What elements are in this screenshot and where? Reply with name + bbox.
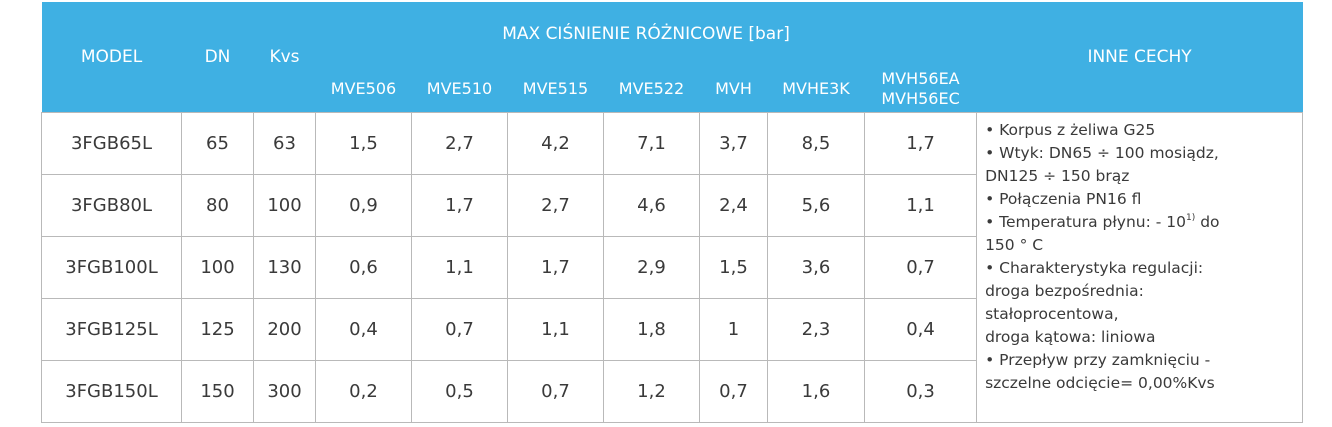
feature-plug: • Wtyk: DN65 ÷ 100 mosiądz, (985, 144, 1219, 162)
feature-connections: • Połączenia PN16 fl (985, 190, 1142, 208)
pressure-cell: 4,6 (603, 174, 700, 237)
pressure-cell: 1,7 (507, 236, 604, 299)
model-header: MODEL (41, 2, 182, 113)
header-row: MODEL DN Kvs MAX CIŚNIENIE RÓŻNICOWE [ba… (41, 2, 1303, 113)
actuator-header-mve510: MVE510 (411, 65, 508, 113)
feature-leakage-cont: szczelne odcięcie= 0,00%Kvs (985, 374, 1215, 392)
dn-cell: 125 (181, 298, 254, 361)
feature-body: • Korpus z żeliwa G25 (985, 121, 1156, 139)
actuator-header-mve515: MVE515 (507, 65, 604, 113)
pressure-cell: 2,7 (507, 174, 604, 237)
pressure-cell: 1,1 (507, 298, 604, 361)
feature-temperature-text: • Temperatura płynu: - 10 (985, 213, 1187, 231)
model-cell: 3FGB80L (41, 174, 182, 237)
table-row: 3FGB125L 125 200 0,4 0,7 1,1 1,8 1 2,3 0… (41, 298, 1303, 361)
model-cell: 3FGB100L (41, 236, 182, 299)
table-row: 3FGB80L 80 100 0,9 1,7 2,7 4,6 2,4 5,6 1… (41, 174, 1303, 237)
actuator-header-mve522: MVE522 (603, 65, 700, 113)
pressure-cell: 2,9 (603, 236, 700, 299)
pressure-cell: 5,6 (767, 174, 865, 237)
footnote-marker: 1) (1186, 213, 1196, 223)
kvs-cell: 130 (253, 236, 316, 299)
features-cell: • Korpus z żeliwa G25 • Wtyk: DN65 ÷ 100… (976, 112, 1304, 423)
pressure-cell: 7,1 (603, 112, 700, 175)
subheader-row: MVE506 MVE510 MVE515 MVE522 MVH MVHE3K M… (42, 65, 1303, 113)
mvh56ec-label: MVH56EC (881, 88, 960, 108)
pressure-cell: 0,2 (315, 360, 412, 423)
pressure-cell: 1,5 (315, 112, 412, 175)
pressure-cell: 1,7 (863, 112, 978, 175)
feature-temperature: • Temperatura płynu: - 101) do (985, 211, 1296, 234)
table-row: 3FGB150L 150 300 0,2 0,5 0,7 1,2 0,7 1,6… (41, 360, 1303, 423)
pressure-cell: 0,5 (411, 360, 508, 423)
pressure-cell: 1,8 (603, 298, 700, 361)
model-cell: 3FGB65L (41, 112, 182, 175)
pressure-cell: 0,4 (863, 298, 978, 361)
kvs-cell: 300 (253, 360, 316, 423)
kvs-cell: 100 (253, 174, 316, 237)
feature-characteristic-angle: droga kątowa: liniowa (985, 328, 1156, 346)
actuator-header-mvh56: MVH56EA MVH56EC (864, 65, 977, 113)
feature-temperature-to: do (1195, 213, 1220, 231)
pressure-cell: 1 (699, 298, 768, 361)
kvs-cell: 200 (253, 298, 316, 361)
actuator-header-mve506: MVE506 (315, 65, 412, 113)
features-header: INNE CECHY (976, 2, 1303, 113)
pressure-cell: 1,7 (411, 174, 508, 237)
actuator-header-mvhe3k: MVHE3K (767, 65, 865, 113)
pressure-cell: 3,6 (767, 236, 865, 299)
pressure-cell: 1,2 (603, 360, 700, 423)
pressure-cell: 0,7 (863, 236, 978, 299)
feature-plug-cont: DN125 ÷ 150 brąz (985, 167, 1130, 185)
mvh56ea-label: MVH56EA (881, 69, 960, 89)
pressure-cell: 0,7 (411, 298, 508, 361)
kvs-cell: 63 (253, 112, 316, 175)
kvs-header: Kvs (253, 2, 316, 113)
table-row: 3FGB65L 65 63 1,5 2,7 4,2 7,1 3,7 8,5 1,… (41, 112, 1304, 423)
pressure-cell: 1,5 (699, 236, 768, 299)
model-cell: 3FGB125L (41, 298, 182, 361)
pressure-group-header: MAX CIŚNIENIE RÓŻNICOWE [bar] (315, 2, 977, 65)
pressure-cell: 0,7 (699, 360, 768, 423)
feature-characteristic: • Charakterystyka regulacji: (985, 259, 1204, 277)
feature-characteristic-equal: stałoprocentowa, (985, 305, 1119, 323)
valve-spec-table: MODEL DN Kvs MAX CIŚNIENIE RÓŻNICOWE [ba… (41, 2, 1304, 423)
feature-characteristic-direct: droga bezpośrednia: (985, 282, 1144, 300)
pressure-cell: 4,2 (507, 112, 604, 175)
pressure-cell: 0,4 (315, 298, 412, 361)
feature-leakage: • Przepływ przy zamknięciu - (985, 351, 1211, 369)
dn-cell: 150 (181, 360, 254, 423)
dn-cell: 100 (181, 236, 254, 299)
pressure-cell: 1,1 (411, 236, 508, 299)
model-cell: 3FGB150L (41, 360, 182, 423)
feature-temperature-cont: 150 ° C (985, 236, 1044, 254)
dn-cell: 80 (181, 174, 254, 237)
pressure-cell: 0,9 (315, 174, 412, 237)
pressure-cell: 3,7 (699, 112, 768, 175)
pressure-cell: 1,1 (863, 174, 978, 237)
pressure-cell: 8,5 (767, 112, 865, 175)
pressure-cell: 0,6 (315, 236, 412, 299)
pressure-cell: 2,4 (699, 174, 768, 237)
pressure-cell: 0,7 (507, 360, 604, 423)
actuator-header-mvh: MVH (699, 65, 768, 113)
pressure-cell: 1,6 (767, 360, 865, 423)
dn-cell: 65 (181, 112, 254, 175)
pressure-cell: 2,3 (767, 298, 865, 361)
dn-header: DN (181, 2, 254, 113)
pressure-cell: 2,7 (411, 112, 508, 175)
pressure-cell: 0,3 (863, 360, 978, 423)
